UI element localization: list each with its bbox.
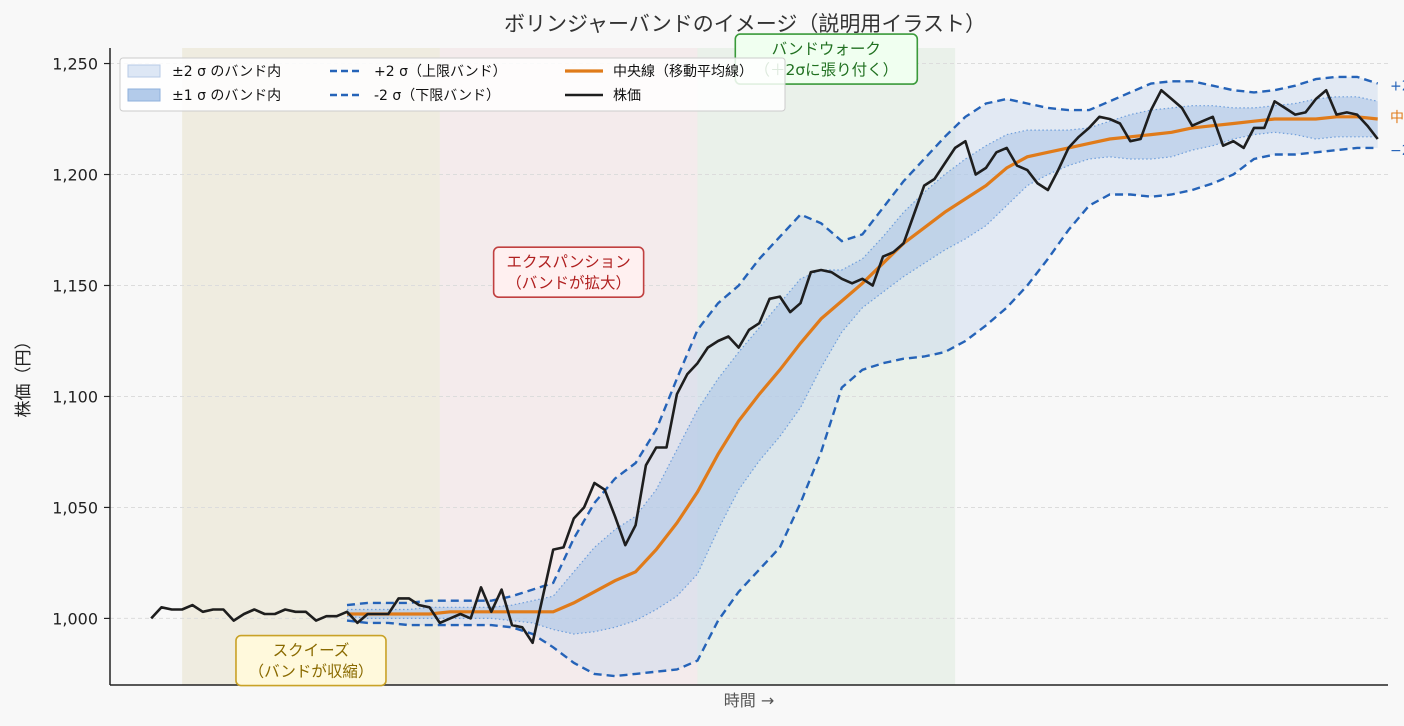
region-squeeze — [182, 48, 440, 685]
plus-1sigma-line — [347, 96, 1378, 611]
legend-swatch — [127, 88, 161, 102]
annotation-text: （バンドが収縮） — [249, 663, 374, 681]
legend-item: ±1 σ のバンド内 — [127, 88, 281, 104]
end-label: +2 σ — [1390, 79, 1404, 95]
annotations: スクイーズ （バンドが収縮） エクスパンション （バンドが拡大） バンドウォーク （＋2σ… — [235, 33, 919, 687]
legend-item: 中央線（移動平均線） — [565, 64, 753, 80]
chart-title: ボリンジャーバンドのイメージ（説明用イラスト） — [504, 12, 986, 36]
minus-2sigma-line — [346, 146, 1378, 678]
legend-label: -2 σ（下限バンド） — [374, 88, 500, 104]
plus-2sigma-line — [346, 75, 1379, 607]
legend-item: +2 σ（上限バンド） — [330, 64, 507, 80]
y-tick-label: 1,200 — [52, 166, 98, 185]
legend-label: ±1 σ のバンド内 — [172, 88, 281, 104]
end-label: −2 σ — [1390, 143, 1404, 159]
y-axis-label: 株価（円） — [14, 333, 34, 418]
annotation-text: （バンドが拡大） — [506, 274, 631, 292]
annotation-text: スクイーズ — [273, 642, 350, 660]
annotation-text: （＋2σに張り付く） — [754, 61, 898, 79]
y-tick-label: 1,100 — [52, 387, 98, 406]
annotation-text: バンドウォーク — [772, 40, 881, 58]
band-2sigma-fill — [347, 76, 1378, 677]
legend-box — [119, 57, 786, 112]
legend-item: ±2 σ のバンド内 — [127, 64, 281, 80]
y-tick-label: 1,000 — [52, 609, 98, 628]
squeeze-annotation: スクイーズ （バンドが収縮） — [235, 634, 387, 687]
bandwalk-annotation: バンドウォーク （＋2σに張り付く） — [734, 33, 919, 85]
legend-label: 中央線（移動平均線） — [613, 64, 753, 80]
end-label: 中央線 — [1390, 110, 1404, 126]
middle-line — [347, 115, 1378, 616]
legend-swatch — [127, 64, 161, 78]
end-labels: +2 σ 中央線 −2 σ — [1390, 79, 1404, 159]
price-line — [150, 88, 1379, 645]
x-axis-label: 時間 → — [724, 691, 775, 710]
legend: ±2 σ のバンド内 ±1 σ のバンド内 +2 σ（上限バンド） -2 σ（下限バン… — [119, 57, 786, 112]
legend-item: -2 σ（下限バンド） — [330, 88, 500, 104]
y-tick-label: 1,050 — [52, 498, 98, 517]
annotation-text: エクスパンション — [506, 253, 630, 271]
y-tick-label: 1,250 — [52, 55, 98, 74]
y-ticks: 1,000 1,050 1,100 1,150 1,200 1,250 — [52, 55, 110, 628]
legend-label: +2 σ（上限バンド） — [374, 64, 507, 80]
phase-regions — [182, 48, 956, 685]
y-tick-label: 1,150 — [52, 276, 98, 295]
grid-lines — [110, 63, 1388, 619]
legend-label: 株価 — [613, 88, 641, 104]
annotation-box — [235, 634, 387, 687]
expansion-annotation: エクスパンション （バンドが拡大） — [492, 246, 645, 298]
legend-label: ±2 σ のバンド内 — [172, 64, 281, 80]
legend-item: 株価 — [565, 88, 641, 104]
minus-1sigma-line — [346, 131, 1378, 635]
annotation-box — [492, 246, 645, 298]
